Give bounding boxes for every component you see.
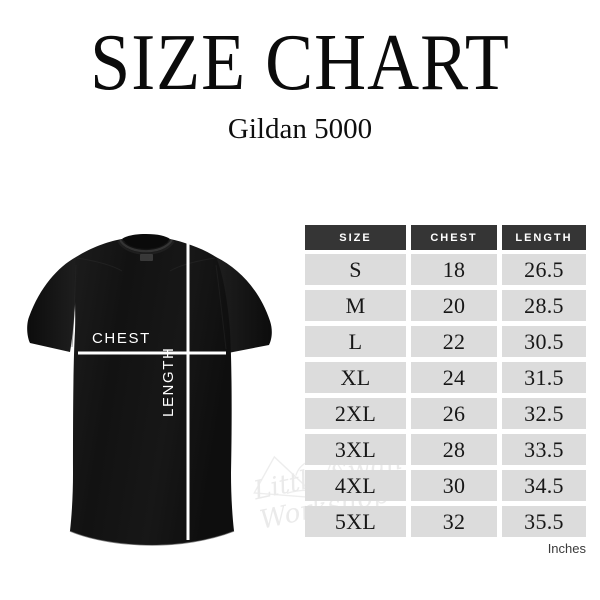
table-row: 2XL 26 32.5 — [305, 398, 586, 429]
cell-size: 2XL — [305, 398, 406, 429]
cell-length: 32.5 — [502, 398, 586, 429]
column-header-chest: CHEST — [411, 225, 497, 250]
table-row: L 22 30.5 — [305, 326, 586, 357]
tshirt-illustration: CHEST LENGTH — [18, 225, 288, 555]
column-header-size: SIZE — [305, 225, 406, 250]
cell-chest: 18 — [411, 254, 497, 285]
table-header-row: SIZE CHEST LENGTH — [305, 225, 586, 250]
column-header-length: LENGTH — [502, 225, 586, 250]
cell-size: M — [305, 290, 406, 321]
cell-size: XL — [305, 362, 406, 393]
cell-chest: 22 — [411, 326, 497, 357]
table-row: 5XL 32 35.5 — [305, 506, 586, 537]
cell-chest: 32 — [411, 506, 497, 537]
cell-length: 30.5 — [502, 326, 586, 357]
table-row: 3XL 28 33.5 — [305, 434, 586, 465]
units-label: Inches — [547, 541, 586, 556]
table-row: 4XL 30 34.5 — [305, 470, 586, 501]
cell-length: 26.5 — [502, 254, 586, 285]
tshirt-icon — [27, 234, 272, 546]
cell-chest: 30 — [411, 470, 497, 501]
table-row: S 18 26.5 — [305, 254, 586, 285]
cell-chest: 20 — [411, 290, 497, 321]
cell-size: 5XL — [305, 506, 406, 537]
cell-length: 34.5 — [502, 470, 586, 501]
cell-size: L — [305, 326, 406, 357]
cell-length: 33.5 — [502, 434, 586, 465]
page-title: SIZE CHART — [90, 17, 510, 108]
cell-length: 35.5 — [502, 506, 586, 537]
cell-size: 3XL — [305, 434, 406, 465]
cell-chest: 28 — [411, 434, 497, 465]
page-subtitle: Gildan 5000 — [227, 113, 373, 145]
chest-measurement-label: CHEST — [92, 330, 151, 347]
cell-chest: 24 — [411, 362, 497, 393]
cell-chest: 26 — [411, 398, 497, 429]
cell-length: 31.5 — [502, 362, 586, 393]
cell-size: 4XL — [305, 470, 406, 501]
length-measurement-label: LENGTH — [160, 346, 177, 417]
cell-length: 28.5 — [502, 290, 586, 321]
table-row: M 20 28.5 — [305, 290, 586, 321]
cell-size: S — [305, 254, 406, 285]
table-row: XL 24 31.5 — [305, 362, 586, 393]
size-table: SIZE CHEST LENGTH S 18 26.5 M 20 28.5 L … — [305, 225, 586, 542]
